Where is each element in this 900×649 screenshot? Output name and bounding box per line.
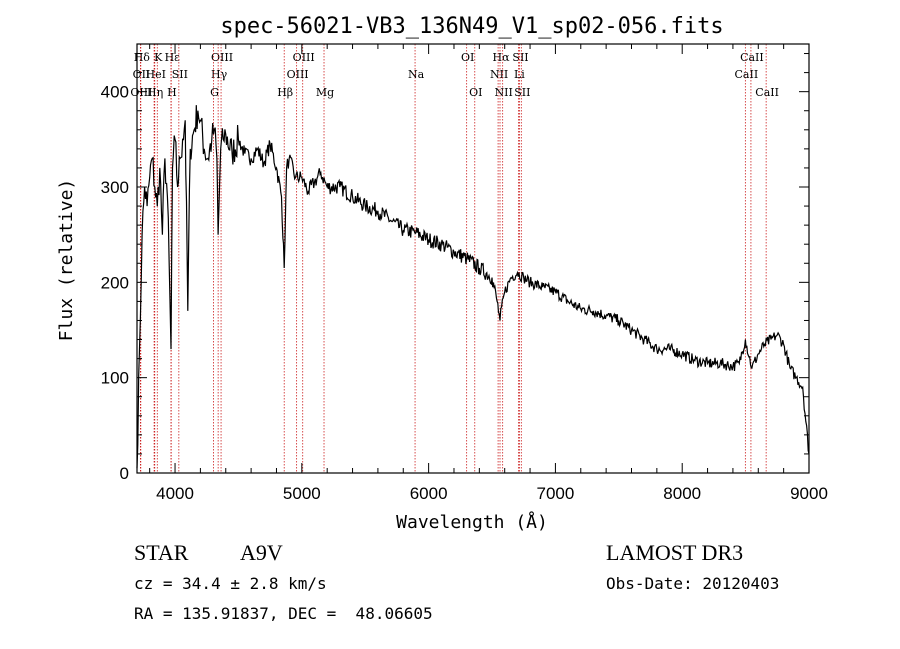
x-tick-label: 9000: [790, 484, 828, 503]
y-tick-label: 300: [101, 178, 129, 197]
y-axis-ticks: 0 100 200 300 400: [101, 53, 809, 483]
marker-label: Hδ: [134, 51, 151, 64]
y-tick-label: 400: [101, 83, 129, 102]
y-tick-label: 0: [120, 464, 129, 483]
radial-velocity: cz = 34.4 ± 2.8 km/s: [134, 574, 327, 593]
marker-label: K: [154, 51, 163, 64]
marker-label: Mg: [316, 86, 334, 99]
marker-label: OIII: [211, 51, 233, 64]
coordinates: RA = 135.91837, DEC = 48.06605: [134, 604, 433, 623]
marker-label: SII: [514, 86, 530, 99]
marker-label: SII: [172, 68, 188, 81]
marker-label: Hε: [165, 51, 181, 64]
x-tick-label: 8000: [663, 484, 701, 503]
y-axis-label: Flux (relative): [56, 179, 77, 342]
marker-label: CaII: [755, 86, 779, 99]
observation-date: Obs-Date: 20120403: [606, 574, 780, 593]
marker-label: Hβ: [277, 86, 293, 99]
marker-label: Hγ: [211, 68, 228, 81]
x-tick-label: 6000: [410, 484, 448, 503]
chart-title: spec-56021-VB3_136N49_V1_sp02-056.fits: [220, 14, 723, 39]
y-tick-label: 100: [101, 369, 129, 388]
marker-label: OI: [469, 86, 482, 99]
y-tick-label: 200: [101, 273, 129, 292]
spectral-subclass: A9V: [240, 540, 283, 565]
marker-label: NII: [495, 86, 513, 99]
marker-label: NII: [490, 68, 508, 81]
x-axis-ticks: 4000 5000 6000 7000 8000 9000: [149, 44, 828, 503]
marker-label: Hη: [147, 86, 163, 99]
marker-label: H: [167, 86, 177, 99]
marker-label: CaII: [735, 68, 759, 81]
x-tick-label: 7000: [537, 484, 575, 503]
marker-label: OIII: [287, 68, 309, 81]
plot-frame: [136, 43, 810, 474]
x-tick-label: 4000: [156, 484, 194, 503]
marker-label: CaII: [740, 51, 764, 64]
x-axis-label: Wavelength (Å): [396, 511, 548, 533]
marker-label: OI: [461, 51, 474, 64]
spectrum-line: [136, 105, 810, 469]
marker-label: Hα: [492, 51, 510, 64]
object-class: STAR: [134, 540, 189, 565]
marker-label: Na: [408, 68, 425, 81]
spectrum-chart: spec-56021-VB3_136N49_V1_sp02-056.fits H…: [56, 14, 828, 533]
marker-label: SII: [512, 51, 528, 64]
marker-label: Li: [514, 68, 525, 81]
marker-label: OIII: [130, 86, 152, 99]
marker-label: HeI: [146, 68, 166, 81]
survey-name: LAMOST DR3: [606, 540, 744, 565]
marker-label: OIII: [293, 51, 315, 64]
x-tick-label: 5000: [283, 484, 321, 503]
marker-label: G: [210, 86, 219, 99]
